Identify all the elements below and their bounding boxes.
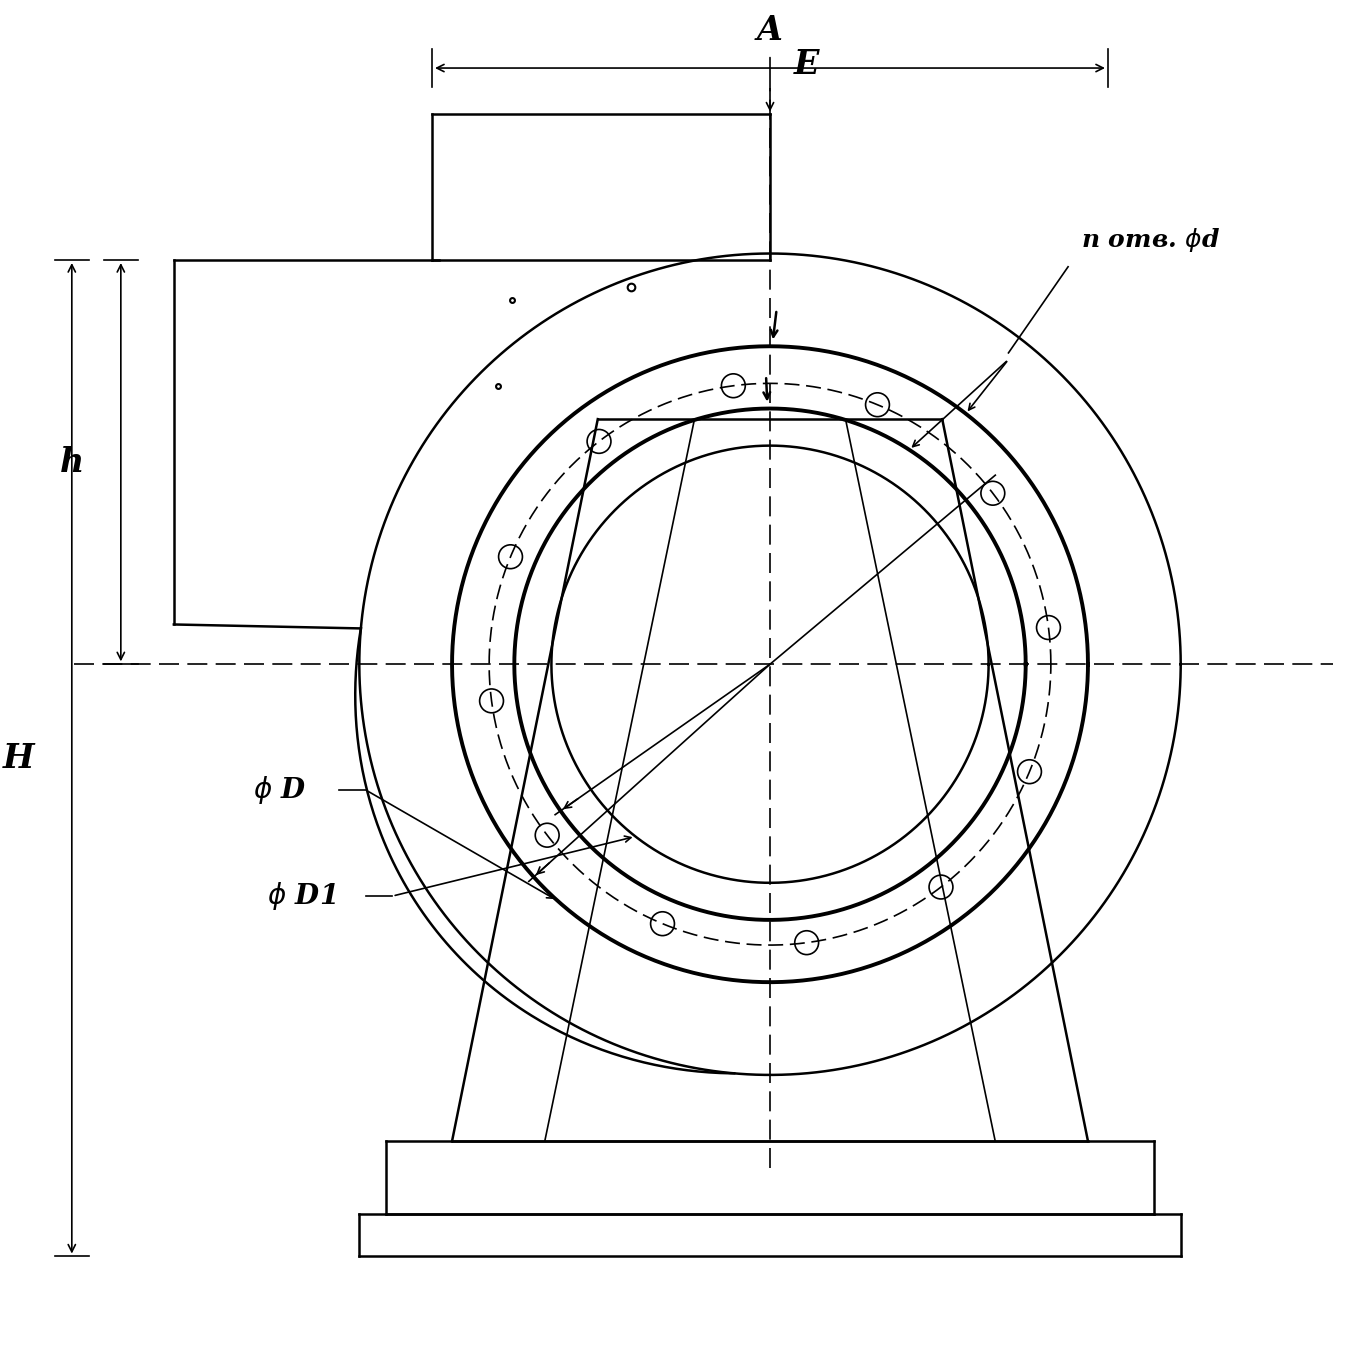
Text: E: E [793,49,819,81]
Text: n отв. $\phi$d: n отв. $\phi$d [1082,225,1220,253]
Text: h: h [59,446,84,478]
Text: $\phi$ D1: $\phi$ D1 [267,879,335,912]
Text: H: H [3,741,35,775]
Text: $\phi$ D: $\phi$ D [253,774,307,806]
Text: A: A [757,14,783,47]
